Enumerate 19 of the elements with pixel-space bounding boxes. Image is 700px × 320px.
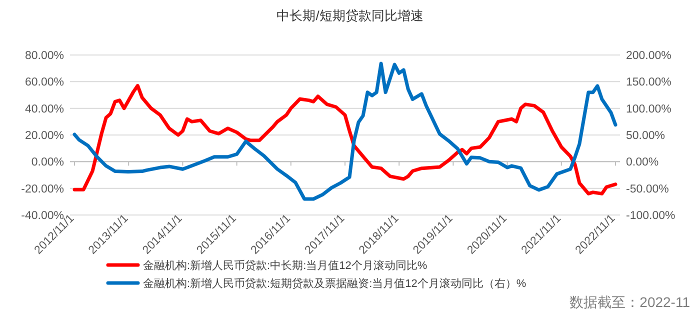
y-tick-label: 60.00% [24, 76, 64, 89]
y-tick-label: 80.00% [24, 50, 64, 62]
line-series [72, 84, 618, 196]
y2-tick-label: 0.00% [626, 156, 659, 169]
y2-tick-label: 100.00% [626, 103, 672, 116]
y-tick-label: -20.00% [21, 183, 64, 196]
y2-tick-label: -50.00% [626, 183, 669, 196]
line-series [72, 62, 618, 201]
legend-label: 金融机构:新增人民币贷款:中长期:当月值12个月滚动同比% [143, 259, 428, 272]
y-tick-label: 0.00% [31, 156, 64, 169]
y2-tick-label: -100.00% [626, 210, 676, 222]
text: 数据截至：2022-11 [570, 294, 690, 310]
chart-title: 中长期/短期贷款同比增速 [276, 8, 424, 23]
y2-tick-label: 50.00% [626, 130, 666, 142]
y2-tick-label: 150.00% [626, 76, 672, 89]
y-tick-label: 20.00% [24, 130, 64, 142]
y-tick-label: 40.00% [24, 103, 64, 116]
y2-tick-label: 200.00% [626, 50, 672, 62]
legend-label: 金融机构:新增人民币贷款:短期贷款及票据融资:当月值12个月滚动同比（右）% [143, 277, 526, 290]
